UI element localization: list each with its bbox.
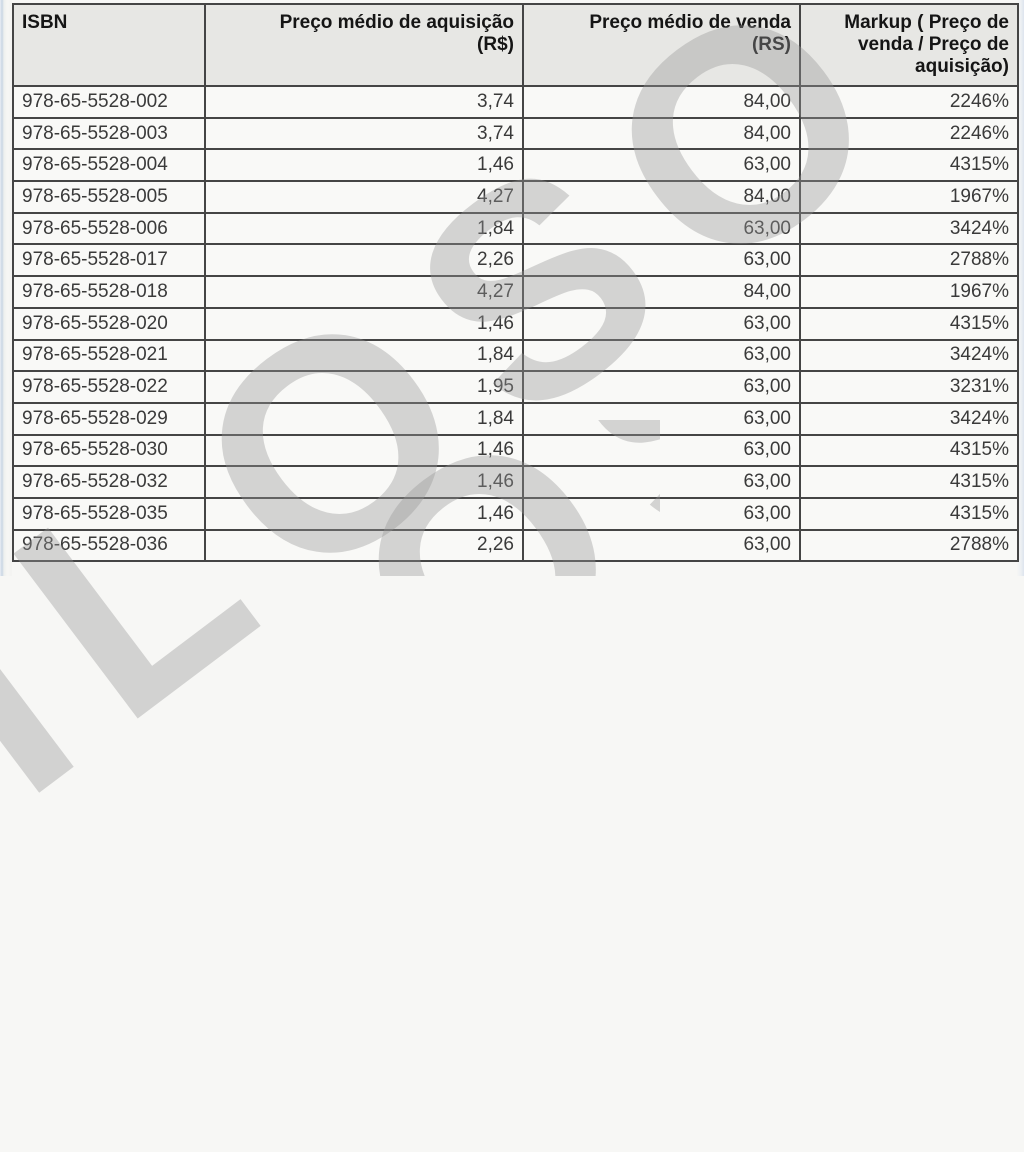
table-row: 978-65-5528-021 1,84 63,00 3424% xyxy=(12,338,1019,373)
table-row: 978-65-5528-018 4,27 84,00 1967% xyxy=(12,275,1019,309)
isbn-cell: 978-65-5528-005 xyxy=(12,180,206,214)
acquisition-cell: 1,46 xyxy=(204,433,524,468)
isbn-cell: 978-65-5528-002 xyxy=(12,85,206,119)
acquisition-cell: 2,26 xyxy=(204,528,524,563)
table-row: 978-65-5528-036 2,26 63,00 2788% xyxy=(12,528,1019,563)
header-line: venda / Preço de xyxy=(857,34,1009,55)
col-header-isbn: ISBN xyxy=(12,3,206,87)
isbn-cell: 978-65-5528-030 xyxy=(12,433,206,468)
sale-cell: 84,00 xyxy=(522,275,801,309)
table-row: 978-65-5528-035 1,46 63,00 4315% xyxy=(12,496,1019,531)
isbn-cell: 978-65-5528-004 xyxy=(12,148,206,183)
table-row: 978-65-5528-032 1,46 63,00 4315% xyxy=(12,465,1019,499)
table-row: 978-65-5528-006 1,84 63,00 3424% xyxy=(12,211,1019,246)
table-row: 978-65-5528-030 1,46 63,00 4315% xyxy=(12,433,1019,468)
isbn-cell: 978-65-5528-020 xyxy=(12,306,206,341)
sale-cell: 63,00 xyxy=(522,401,801,436)
markup-cell: 2246% xyxy=(799,116,1019,151)
sale-cell: 63,00 xyxy=(522,433,801,468)
markup-cell: 4315% xyxy=(799,465,1019,499)
sale-cell: 63,00 xyxy=(522,148,801,183)
table-row: 978-65-5528-002 3,74 84,00 2246% xyxy=(12,85,1019,119)
page-left-edge xyxy=(0,0,12,576)
header-line: Markup ( Preço de xyxy=(844,12,1009,33)
sale-cell: 63,00 xyxy=(522,370,801,404)
markup-cell: 2788% xyxy=(799,528,1019,563)
table-row: 978-65-5528-005 4,27 84,00 1967% xyxy=(12,180,1019,214)
acquisition-cell: 1,84 xyxy=(204,401,524,436)
markup-cell: 3424% xyxy=(799,401,1019,436)
isbn-cell: 978-65-5528-035 xyxy=(12,496,206,531)
isbn-cell: 978-65-5528-029 xyxy=(12,401,206,436)
table-row: 978-65-5528-020 1,46 63,00 4315% xyxy=(12,306,1019,341)
acquisition-cell: 1,46 xyxy=(204,148,524,183)
header-row: ISBN Preço médio de aquisição (R$) Preço… xyxy=(12,3,1019,87)
acquisition-cell: 1,95 xyxy=(204,370,524,404)
isbn-cell: 978-65-5528-003 xyxy=(12,116,206,151)
header-line: Preço médio de aquisição xyxy=(279,12,514,33)
header-line: aquisição) xyxy=(915,56,1009,77)
sale-cell: 63,00 xyxy=(522,306,801,341)
table-row: 978-65-5528-003 3,74 84,00 2246% xyxy=(12,116,1019,151)
sale-cell: 63,00 xyxy=(522,243,801,278)
isbn-cell: 978-65-5528-022 xyxy=(12,370,206,404)
acquisition-cell: 1,84 xyxy=(204,211,524,246)
markup-cell: 4315% xyxy=(799,306,1019,341)
markup-cell: 3231% xyxy=(799,370,1019,404)
acquisition-cell: 1,46 xyxy=(204,496,524,531)
markup-cell: 4315% xyxy=(799,433,1019,468)
markup-cell: 1967% xyxy=(799,275,1019,309)
sale-cell: 63,00 xyxy=(522,496,801,531)
col-header-markup: Markup ( Preço de venda / Preço de aquis… xyxy=(799,3,1019,87)
acquisition-cell: 1,46 xyxy=(204,465,524,499)
sale-cell: 84,00 xyxy=(522,180,801,214)
sale-cell: 63,00 xyxy=(522,338,801,373)
header-line: (R$) xyxy=(477,34,514,55)
header-line: (RS) xyxy=(751,34,791,55)
sale-cell: 63,00 xyxy=(522,528,801,563)
page-right-edge xyxy=(1017,0,1024,576)
header-line: ISBN xyxy=(22,12,68,33)
acquisition-cell: 4,27 xyxy=(204,275,524,309)
table-row: 978-65-5528-029 1,84 63,00 3424% xyxy=(12,401,1019,436)
isbn-cell: 978-65-5528-021 xyxy=(12,338,206,373)
header-line: Preço médio de venda xyxy=(589,12,791,33)
acquisition-cell: 3,74 xyxy=(204,116,524,151)
isbn-cell: 978-65-5528-006 xyxy=(12,211,206,246)
markup-cell: 4315% xyxy=(799,148,1019,183)
sale-cell: 63,00 xyxy=(522,465,801,499)
acquisition-cell: 3,74 xyxy=(204,85,524,119)
sale-cell: 63,00 xyxy=(522,211,801,246)
markup-cell: 3424% xyxy=(799,338,1019,373)
markup-cell: 4315% xyxy=(799,496,1019,531)
markup-cell: 2788% xyxy=(799,243,1019,278)
isbn-cell: 978-65-5528-018 xyxy=(12,275,206,309)
isbn-cell: 978-65-5528-036 xyxy=(12,528,206,563)
col-header-acquisition-price: Preço médio de aquisição (R$) xyxy=(204,3,524,87)
col-header-sale-price: Preço médio de venda (RS) xyxy=(522,3,801,87)
acquisition-cell: 2,26 xyxy=(204,243,524,278)
sale-cell: 84,00 xyxy=(522,85,801,119)
acquisition-cell: 1,46 xyxy=(204,306,524,341)
isbn-cell: 978-65-5528-017 xyxy=(12,243,206,278)
acquisition-cell: 4,27 xyxy=(204,180,524,214)
table-row: 978-65-5528-004 1,46 63,00 4315% xyxy=(12,148,1019,183)
sale-cell: 84,00 xyxy=(522,116,801,151)
markup-cell: 3424% xyxy=(799,211,1019,246)
acquisition-cell: 1,84 xyxy=(204,338,524,373)
markup-cell: 1967% xyxy=(799,180,1019,214)
price-markup-table: ISBN Preço médio de aquisição (R$) Preço… xyxy=(12,3,1019,563)
table-row: 978-65-5528-022 1,95 63,00 3231% xyxy=(12,370,1019,404)
table-row: 978-65-5528-017 2,26 63,00 2788% xyxy=(12,243,1019,278)
isbn-cell: 978-65-5528-032 xyxy=(12,465,206,499)
markup-cell: 2246% xyxy=(799,85,1019,119)
